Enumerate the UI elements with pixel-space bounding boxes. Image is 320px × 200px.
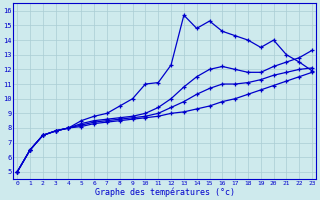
X-axis label: Graphe des températures (°c): Graphe des températures (°c) (95, 187, 235, 197)
